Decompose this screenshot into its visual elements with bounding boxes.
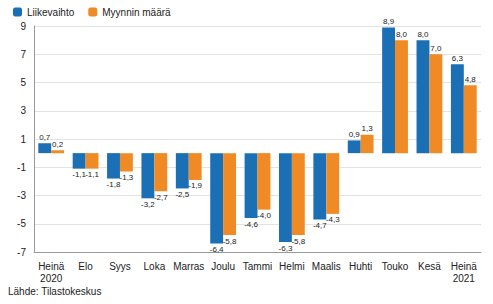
svg-text:Heinä: Heinä	[451, 261, 478, 272]
svg-text:8,0: 8,0	[396, 30, 408, 39]
svg-text:Lähde: Tilastokeskus: Lähde: Tilastokeskus	[8, 286, 101, 297]
svg-text:Tammi: Tammi	[243, 261, 272, 272]
svg-text:-6,4: -6,4	[210, 245, 224, 254]
svg-text:-1,1: -1,1	[72, 170, 86, 180]
svg-text:Elo: Elo	[78, 261, 93, 272]
svg-text:-1,8: -1,8	[106, 180, 121, 190]
svg-text:-4,0: -4,0	[257, 211, 271, 220]
svg-text:Marras: Marras	[173, 261, 204, 272]
svg-text:-2,5: -2,5	[175, 190, 189, 199]
svg-text:Helmi: Helmi	[279, 261, 305, 272]
svg-text:2021: 2021	[453, 273, 476, 284]
svg-text:-2,7: -2,7	[154, 193, 168, 202]
svg-text:6,3: 6,3	[452, 54, 464, 63]
svg-text:2020: 2020	[40, 273, 63, 284]
svg-text:Maalis: Maalis	[312, 261, 341, 272]
svg-text:Syys: Syys	[109, 261, 131, 272]
svg-text:Myynnin määrä: Myynnin määrä	[102, 7, 171, 18]
svg-text:Liikevaihto: Liikevaihto	[27, 7, 75, 18]
svg-text:-7: -7	[17, 247, 26, 258]
svg-text:7: 7	[20, 49, 26, 60]
svg-text:8,0: 8,0	[417, 30, 429, 39]
svg-text:-1,3: -1,3	[120, 173, 134, 182]
svg-text:-1: -1	[17, 162, 26, 173]
svg-text:Touko: Touko	[382, 261, 409, 272]
svg-text:5: 5	[20, 77, 26, 88]
svg-text:1,3: 1,3	[362, 124, 374, 133]
svg-text:-1,1: -1,1	[85, 170, 99, 179]
svg-text:Joulu: Joulu	[211, 261, 235, 272]
svg-text:-5: -5	[17, 218, 26, 229]
svg-text:-1,9: -1,9	[188, 181, 202, 190]
svg-text:8,9: 8,9	[383, 17, 395, 26]
svg-text:Loka: Loka	[144, 261, 166, 272]
svg-text:Kesä: Kesä	[418, 261, 441, 272]
svg-text:-4,6: -4,6	[244, 220, 258, 229]
svg-text:-5,8: -5,8	[223, 237, 237, 246]
svg-text:-4,3: -4,3	[326, 215, 340, 224]
svg-text:9: 9	[20, 21, 26, 32]
svg-text:-5,8: -5,8	[291, 237, 305, 246]
svg-text:1: 1	[20, 134, 26, 145]
svg-text:-3,2: -3,2	[141, 199, 155, 209]
svg-text:3: 3	[20, 105, 26, 116]
svg-text:0,7: 0,7	[39, 133, 51, 142]
svg-text:4,8: 4,8	[465, 75, 477, 84]
svg-text:0,2: 0,2	[52, 140, 64, 149]
svg-text:7,0: 7,0	[430, 44, 442, 53]
svg-text:-3: -3	[17, 190, 26, 201]
svg-text:Heinä: Heinä	[38, 261, 65, 272]
svg-text:Huhti: Huhti	[349, 261, 372, 272]
svg-text:-6,3: -6,3	[278, 243, 293, 253]
svg-text:-4,7: -4,7	[312, 221, 327, 230]
svg-text:0,9: 0,9	[349, 130, 361, 139]
